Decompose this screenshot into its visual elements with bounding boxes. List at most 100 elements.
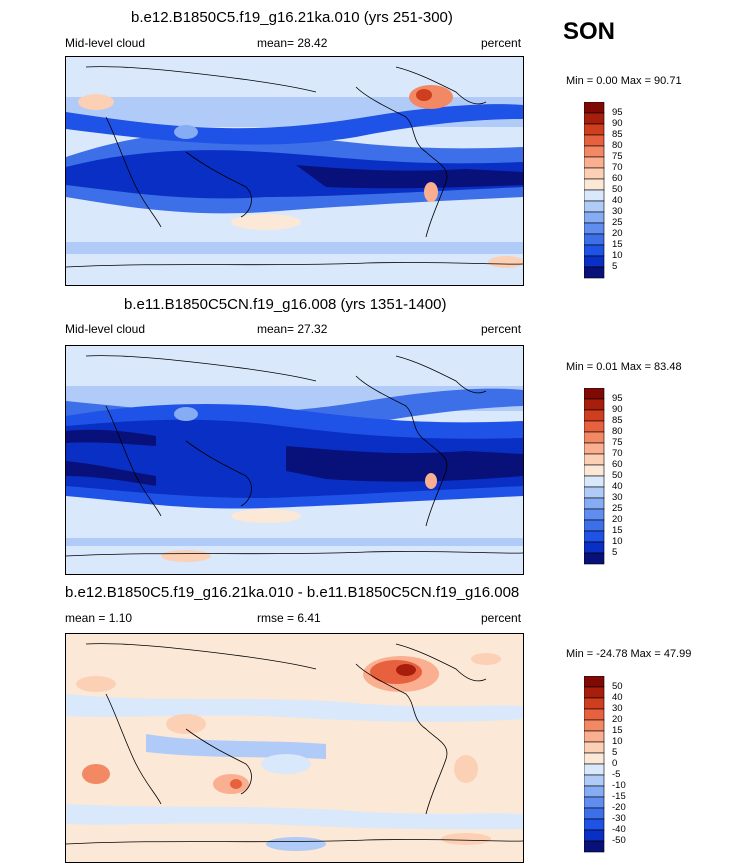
panel1-colorbar-box bbox=[583, 123, 605, 136]
panel3-colorbar-box bbox=[583, 818, 605, 831]
panel3-colorbar-box bbox=[583, 708, 605, 721]
panel3-units: percent bbox=[481, 611, 522, 625]
panel1-map bbox=[65, 56, 524, 286]
panel3-colorbar-box bbox=[583, 719, 605, 732]
panel2-colorbar-box bbox=[583, 541, 605, 554]
panel2-cb-label: 70 bbox=[612, 448, 623, 459]
panel1-cb-label: 90 bbox=[612, 118, 623, 129]
panel1-colorbar-box bbox=[583, 145, 605, 158]
panel3-colorbar-box bbox=[583, 686, 605, 699]
panel1-colorbar-box bbox=[583, 266, 605, 279]
panel2-map-svg bbox=[66, 346, 523, 574]
panel2-cb-label: 30 bbox=[612, 492, 623, 503]
panel3-colorbar-labels: 50 40 30 20 15 10 5 0 -5 -10 -15 -20 -30… bbox=[612, 681, 626, 846]
panel1-cb-label: 95 bbox=[612, 107, 623, 118]
panel1-colorbar-svg bbox=[583, 101, 605, 279]
panel2-minmax: Min = 0.01 Max = 83.48 bbox=[566, 361, 682, 373]
panel2-colorbar-labels: 95 90 85 80 75 70 60 50 40 30 25 20 15 1… bbox=[612, 393, 623, 558]
panel1-colorbar-box bbox=[583, 222, 605, 235]
panel2-colorbar-box bbox=[583, 431, 605, 444]
panel1-cb-label: 60 bbox=[612, 173, 623, 184]
panel1-colorbar-box bbox=[583, 156, 605, 169]
panel1-cb-label: 20 bbox=[612, 228, 623, 239]
panel2-cb-label: 90 bbox=[612, 404, 623, 415]
panel1-cb-label: 50 bbox=[612, 184, 623, 195]
panel2-cb-label: 50 bbox=[612, 470, 623, 481]
panel3-cb-label: -20 bbox=[612, 802, 626, 813]
panel3-cb-label: -50 bbox=[612, 835, 626, 846]
panel3-cb-label: -30 bbox=[612, 813, 626, 824]
panel1-units: percent bbox=[481, 36, 522, 50]
panel2-colorbar-svg bbox=[583, 387, 605, 565]
panel1-cb-label: 40 bbox=[612, 195, 623, 206]
panel2-mean: mean= 27.32 bbox=[257, 322, 328, 336]
panel3-cb-label: -10 bbox=[612, 780, 626, 791]
panel2-cb-label: 95 bbox=[612, 393, 623, 404]
panel1-colorbar-box bbox=[583, 244, 605, 257]
panel1-cb-label: 25 bbox=[612, 217, 623, 228]
panel2-cb-label: 10 bbox=[612, 536, 623, 547]
panel3-colorbar bbox=[583, 675, 644, 865]
panel2-variable: Mid-level cloud bbox=[65, 322, 146, 336]
panel1-colorbar-box bbox=[583, 134, 605, 147]
panel3-colorbar-box bbox=[583, 785, 605, 798]
panel3-rmse: rmse = 6.41 bbox=[257, 611, 321, 625]
panel3-cb-label: 10 bbox=[612, 736, 623, 747]
season-label: SON bbox=[563, 18, 616, 45]
panel2-units: percent bbox=[481, 322, 522, 336]
panel1-colorbar-box bbox=[583, 255, 605, 268]
panel1-colorbar-box bbox=[583, 189, 605, 202]
panel2-colorbar-box bbox=[583, 519, 605, 532]
panel1-colorbar-box bbox=[583, 112, 605, 125]
panel2-colorbar-box bbox=[583, 508, 605, 521]
panel3-colorbar-box bbox=[583, 807, 605, 820]
panel2-colorbar bbox=[583, 387, 644, 577]
panel1-cb-label: 30 bbox=[612, 206, 623, 217]
panel1-colorbar-box bbox=[583, 233, 605, 246]
panel3-mean: mean = 1.10 bbox=[65, 611, 133, 625]
panel1-colorbar bbox=[583, 101, 644, 291]
panel2-colorbar-box bbox=[583, 475, 605, 488]
panel1-minmax: Min = 0.00 Max = 90.71 bbox=[566, 75, 682, 87]
panel1-variable: Mid-level cloud bbox=[65, 36, 146, 50]
panel2-cb-label: 40 bbox=[612, 481, 623, 492]
panel1-title: b.e12.B1850C5.f19_g16.21ka.010 (yrs 251-… bbox=[131, 9, 453, 26]
panel3-cb-label: 40 bbox=[612, 692, 623, 703]
panel3-colorbar-box bbox=[583, 829, 605, 842]
panel1-colorbar-box bbox=[583, 211, 605, 224]
panel2-colorbar-box bbox=[583, 398, 605, 411]
panel1-colorbar-box bbox=[583, 200, 605, 213]
panel2-colorbar-box bbox=[583, 530, 605, 543]
panel3-colorbar-box bbox=[583, 730, 605, 743]
panel2-colorbar-box bbox=[583, 442, 605, 455]
panel1-cb-label: 15 bbox=[612, 239, 623, 250]
panel3-cb-label: 20 bbox=[612, 714, 623, 725]
panel3-cb-label: 50 bbox=[612, 681, 623, 692]
panel1-colorbar-box bbox=[583, 101, 605, 114]
panel3-title: b.e12.B1850C5.f19_g16.21ka.010 - b.e11.B… bbox=[65, 584, 520, 601]
panel3-minmax: Min = -24.78 Max = 47.99 bbox=[566, 648, 692, 660]
panel1-cb-label: 85 bbox=[612, 129, 623, 140]
panel3-colorbar-box bbox=[583, 796, 605, 809]
panel1-colorbar-box bbox=[583, 167, 605, 180]
panel1-cb-label: 10 bbox=[612, 250, 623, 261]
panel2-cb-label: 80 bbox=[612, 426, 623, 437]
panel3-map-svg bbox=[66, 634, 523, 862]
panel2-cb-label: 20 bbox=[612, 514, 623, 525]
panel3-colorbar-box bbox=[583, 697, 605, 710]
panel2-colorbar-box bbox=[583, 453, 605, 466]
panel3-cb-label: -40 bbox=[612, 824, 626, 835]
panel1-colorbar-box bbox=[583, 178, 605, 191]
panel3-cb-label: -15 bbox=[612, 791, 626, 802]
panel3-colorbar-box bbox=[583, 840, 605, 853]
panel3-colorbar-box bbox=[583, 741, 605, 754]
panel1-cb-label: 75 bbox=[612, 151, 623, 162]
panel2-colorbar-box bbox=[583, 464, 605, 477]
panel2-cb-label: 5 bbox=[612, 547, 618, 558]
panel3-cb-label: -5 bbox=[612, 769, 621, 780]
panel2-colorbar-box bbox=[583, 552, 605, 565]
panel3-cb-label: 15 bbox=[612, 725, 623, 736]
panel1-cb-label: 70 bbox=[612, 162, 623, 173]
panel1-cb-label: 5 bbox=[612, 261, 618, 272]
panel2-map bbox=[65, 345, 524, 575]
